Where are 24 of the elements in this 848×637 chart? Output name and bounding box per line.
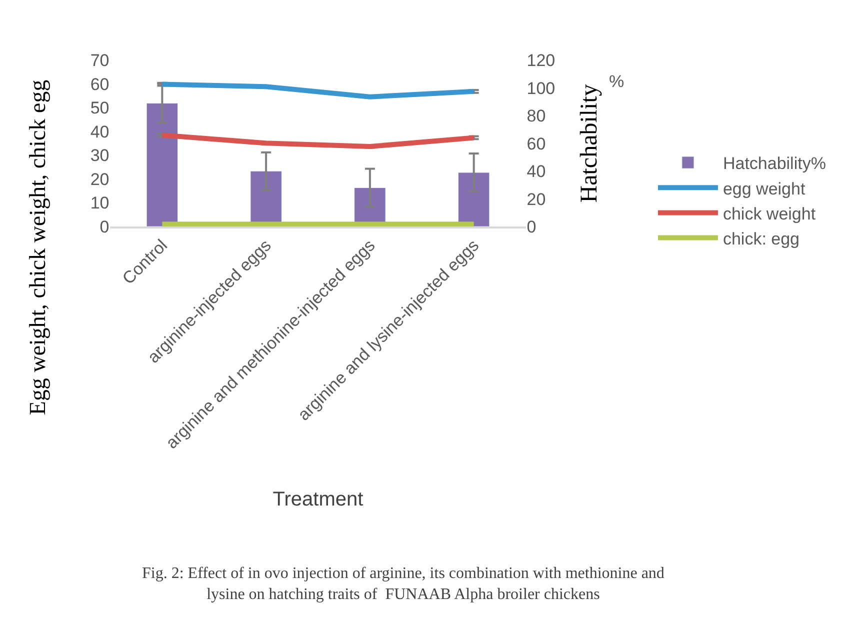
- y-tick-label: 30: [90, 146, 110, 166]
- legend-label: egg weight: [722, 179, 806, 198]
- y-tick-label: 50: [90, 98, 110, 118]
- text: %: [609, 72, 624, 91]
- y2-tick-label: 120: [526, 51, 556, 70]
- y-tick-label: 0: [100, 217, 110, 236]
- y2-tick-label: 0: [526, 217, 536, 236]
- x-axis-title: Treatment: [272, 488, 364, 510]
- legend-label: chick weight: [722, 204, 816, 224]
- y2-tick-label: 40: [526, 162, 546, 182]
- y2-tick-label: 20: [526, 190, 546, 209]
- y2-axis-title: Hatchability: [576, 84, 602, 203]
- legend-label: chick: egg: [722, 229, 800, 248]
- y-tick-label: 70: [90, 51, 110, 70]
- legend-label: Hatchability%: [722, 154, 826, 174]
- y2-tick-label: 100: [526, 78, 556, 98]
- y-tick-label: 60: [90, 74, 110, 94]
- caption: Fig. 2: Effect of in ovo injection of arginine, its combination with methionine and lysine on hatching traits of FUNAAB Alpha broiler chickens: [142, 565, 664, 603]
- y-axis-title: Egg weight, chick weight, chick egg: [25, 79, 50, 416]
- y-tick-label: 40: [90, 122, 110, 142]
- y-tick-label: 10: [90, 194, 110, 213]
- y2-tick-label: 60: [526, 134, 546, 154]
- y2-tick-label: 80: [526, 106, 546, 126]
- y-tick-label: 20: [90, 170, 110, 189]
